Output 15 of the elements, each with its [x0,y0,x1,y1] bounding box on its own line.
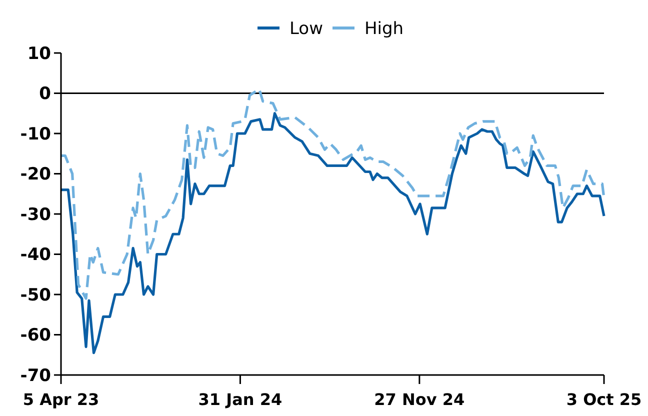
x-tick-label: 5 Apr 23 [22,390,100,409]
y-tick-label: -40 [20,245,52,266]
y-tick-label: -10 [20,124,52,144]
y-tick-label: -20 [20,164,52,185]
y-tick-label: -60 [20,326,52,346]
y-tick-label: -70 [20,366,52,386]
y-tick-label: -50 [20,285,52,306]
legend-label: Low [290,18,324,39]
x-tick-label: 27 Nov 24 [374,390,465,409]
y-tick-label: 0 [39,84,52,104]
x-tick-label: 31 Jan 24 [198,390,282,409]
x-tick-label: 3 Oct 25 [566,390,642,409]
y-tick-label: 10 [27,44,52,64]
legend-label: High [364,18,404,39]
y-tick-label: -30 [20,204,52,225]
